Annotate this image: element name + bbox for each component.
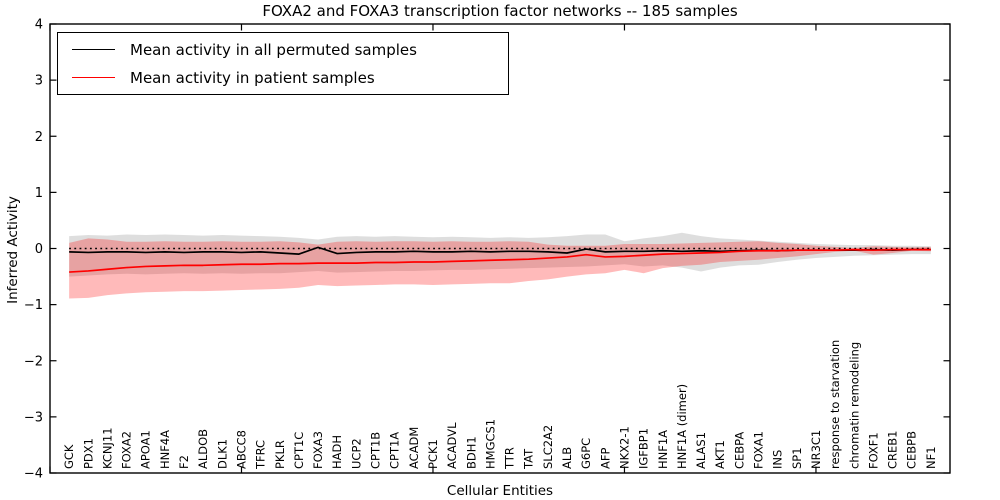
x-category-label: NR3C1 <box>809 430 823 469</box>
x-axis-label: Cellular Entities <box>446 483 554 499</box>
x-category-label: APOA1 <box>139 430 153 469</box>
x-category-label: HMGCS1 <box>483 419 497 469</box>
y-axis-label: Inferred Activity <box>5 196 21 304</box>
x-category-label: CREB1 <box>886 431 900 470</box>
x-category-label: KCNJ11 <box>100 427 114 469</box>
y-tick-label: −4 <box>24 467 43 482</box>
chart-title: FOXA2 and FOXA3 transcription factor net… <box>262 2 738 20</box>
legend-label-permuted: Mean activity in all permuted samples <box>130 40 417 59</box>
legend-label-patient: Mean activity in patient samples <box>130 68 375 87</box>
legend: Mean activity in all permuted samples Me… <box>57 32 509 95</box>
x-category-label: TTR <box>503 447 517 470</box>
y-tick-label: 4 <box>35 18 43 33</box>
x-category-label: CPT1B <box>369 432 383 469</box>
x-category-label: BDH1 <box>464 436 478 469</box>
x-category-label: SP1 <box>790 447 804 469</box>
x-category-label: FOXA3 <box>311 431 325 469</box>
x-category-label: AKT1 <box>713 440 727 469</box>
x-category-label: UCP2 <box>349 438 363 469</box>
x-category-label: F2 <box>177 455 191 469</box>
x-category-label: CEBPB <box>905 431 919 469</box>
x-category-label: FOXA1 <box>752 431 766 469</box>
x-category-label: chromatin remodeling <box>847 342 861 469</box>
x-category-label: PKLR <box>273 440 287 469</box>
x-category-label: NKX2-1 <box>617 426 631 469</box>
x-category-label: TFRC <box>254 440 268 470</box>
patient-mean-line <box>69 248 931 273</box>
permuted-std-band <box>69 232 931 277</box>
y-tick-label: −2 <box>24 354 43 369</box>
x-category-label: HNF1A <box>656 430 670 469</box>
y-tick-label: 3 <box>35 74 43 89</box>
x-category-label: PDX1 <box>81 438 95 469</box>
x-category-label: CPT1A <box>388 432 402 469</box>
x-category-label: CEBPA <box>732 432 746 469</box>
x-category-label: SLC2A2 <box>541 425 555 469</box>
x-category-label: ALAS1 <box>694 432 708 469</box>
y-tick-label: −1 <box>24 298 43 313</box>
x-category-label: GCK <box>62 444 76 469</box>
x-category-label: HADH <box>330 435 344 469</box>
x-category-label: ALB <box>560 447 574 469</box>
permuted-line-swatch <box>72 49 115 50</box>
patient-line-swatch <box>72 77 115 78</box>
x-category-label: FOXF1 <box>866 432 880 469</box>
x-category-label: ALDOB <box>196 429 210 469</box>
x-category-label: DLK1 <box>215 439 229 469</box>
x-category-label: CPT1C <box>292 432 306 469</box>
x-category-label: response to starvation <box>828 340 842 469</box>
x-category-label: ACADVL <box>445 422 459 469</box>
x-category-label: TAT <box>522 448 536 470</box>
x-category-label: ACADM <box>407 427 421 469</box>
patient-std-band <box>69 238 931 299</box>
x-category-label: PCK1 <box>426 439 440 469</box>
x-category-label: HNF4A <box>158 430 172 469</box>
y-tick-label: 2 <box>35 130 43 145</box>
y-tick-label: 1 <box>35 186 43 201</box>
x-category-label: G6PC <box>579 438 593 469</box>
x-category-label: ABCC8 <box>234 430 248 469</box>
x-category-label: AFP <box>598 448 612 469</box>
x-category-label: NF1 <box>924 446 938 469</box>
x-category-label: IGFBP1 <box>637 428 651 469</box>
y-tick-label: 0 <box>35 242 43 257</box>
legend-item-permuted: Mean activity in all permuted samples <box>58 36 508 64</box>
x-category-label: FOXA2 <box>120 431 134 469</box>
legend-item-patient: Mean activity in patient samples <box>58 64 508 92</box>
x-category-label: HNF1A (dimer) <box>675 384 689 469</box>
x-category-label: INS <box>771 450 785 469</box>
y-tick-label: −3 <box>24 410 43 425</box>
